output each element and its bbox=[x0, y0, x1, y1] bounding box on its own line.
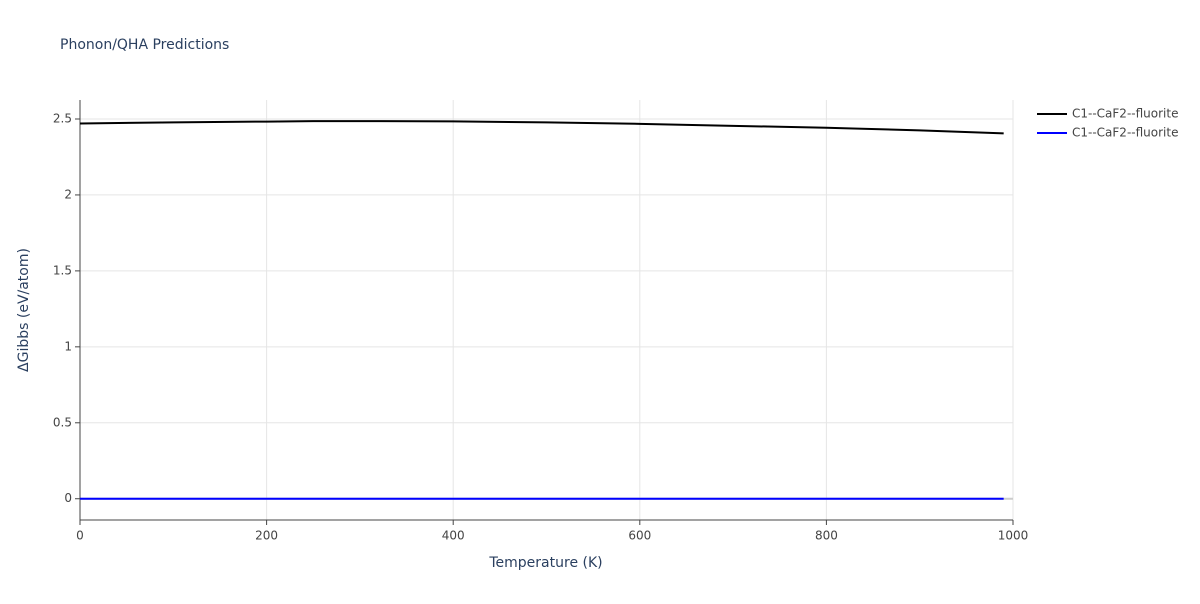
legend: C1--CaF2--fluorite C1--CaF2--fluorite bbox=[1037, 107, 1178, 140]
y-tick-label: 2.5 bbox=[53, 111, 72, 125]
y-tick-label: 1 bbox=[64, 339, 72, 353]
y-axis-title: ΔGibbs (eV/atom) bbox=[16, 248, 32, 372]
y-tick-label: 0.5 bbox=[53, 415, 72, 429]
y-tick-label: 0 bbox=[64, 491, 72, 505]
y-tick-label: 2 bbox=[64, 187, 72, 201]
grid: 0 200 400 600 800 1000 0 0.5 1 1.5 2 2.5 bbox=[53, 100, 1028, 543]
plot-area bbox=[79, 120, 1004, 500]
x-tick-label: 400 bbox=[442, 529, 465, 543]
x-axis-title: Temperature (K) bbox=[488, 555, 602, 571]
legend-label: C1--CaF2--fluorite bbox=[1072, 126, 1178, 140]
x-tick-label: 0 bbox=[76, 529, 84, 543]
legend-label: C1--CaF2--fluorite bbox=[1072, 107, 1178, 121]
x-tick-label: 800 bbox=[815, 529, 838, 543]
series-line bbox=[79, 120, 1004, 135]
x-tick-label: 200 bbox=[255, 529, 278, 543]
x-tick-label: 1000 bbox=[998, 529, 1029, 543]
x-tick-label: 600 bbox=[628, 529, 651, 543]
chart-title: Phonon/QHA Predictions bbox=[60, 37, 229, 53]
y-tick-label: 1.5 bbox=[53, 263, 72, 277]
